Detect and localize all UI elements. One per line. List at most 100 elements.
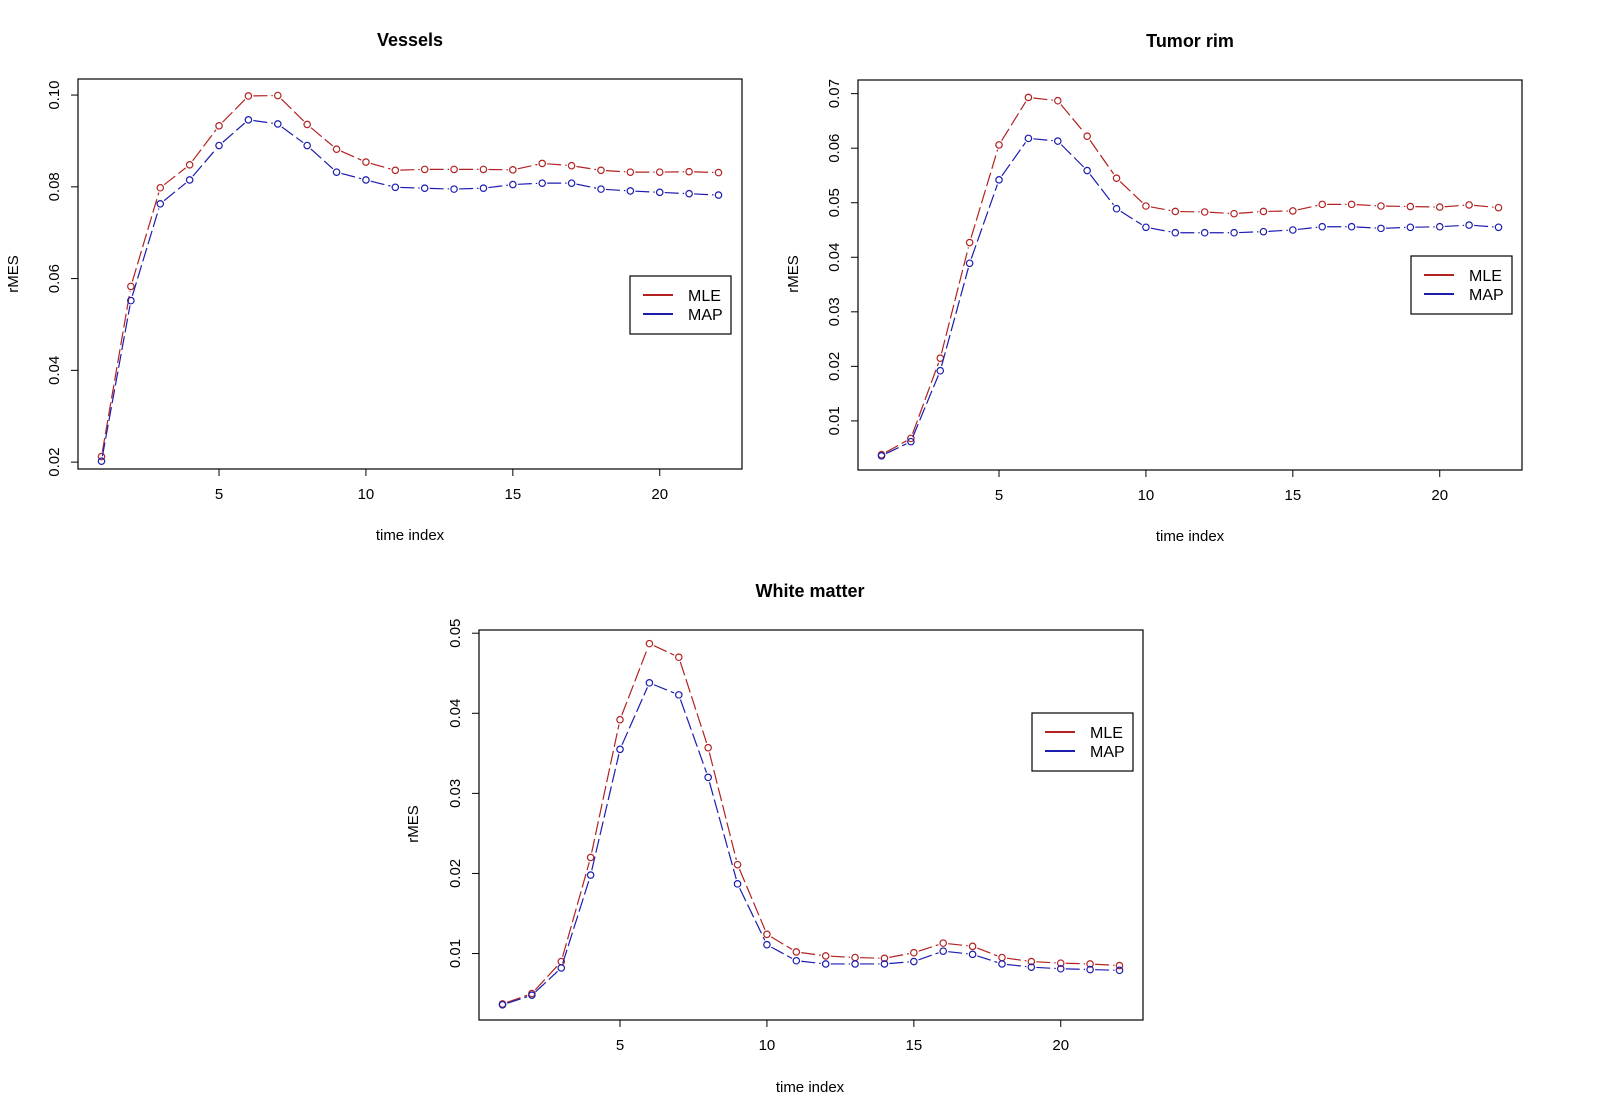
series-line-segment [635,190,655,193]
data-point [704,773,712,782]
data-point [479,165,488,174]
series-line-segment [889,953,910,958]
data-point [1053,137,1062,145]
series-line-segment [1474,204,1494,208]
data-point [538,179,547,187]
series-line-segment [1089,139,1115,175]
series-line-segment [1119,181,1143,203]
x-tick-label: 20 [1052,1037,1069,1054]
data-point [1377,224,1385,233]
data-point [907,437,915,446]
data-point [1318,222,1327,231]
data-point [1056,964,1065,973]
data-point [936,366,945,375]
data-point [939,939,948,947]
data-point [1435,222,1444,231]
x-tick-label: 10 [358,486,375,503]
series-line-segment [912,375,939,438]
data-point [1053,96,1062,105]
data-point [995,176,1003,184]
data-point [1289,226,1297,234]
series-line-segment [708,752,737,860]
data-point [273,91,282,100]
data-point [998,953,1006,962]
series-line-segment [653,684,675,694]
data-point [479,184,488,193]
data-point [995,141,1003,149]
series-line-segment [1065,962,1086,965]
chart-title: Tumor rim [1146,31,1234,51]
series-line-segment [310,148,334,170]
y-tick-label: 0.03 [826,297,843,326]
y-tick-label: 0.05 [447,619,464,648]
series-line-segment [1150,206,1171,212]
series-line-segment [1033,97,1053,101]
y-tick-label: 0.02 [46,448,63,477]
series-line-segment [1089,174,1114,206]
data-point [498,1000,507,1009]
series-line-segment [400,168,420,171]
data-point [509,166,517,174]
data-point [1465,201,1473,209]
data-point [877,452,886,460]
series-line-segment [605,170,626,173]
data-point [303,120,311,129]
series-line-segment [918,944,939,952]
series-line-segment [131,208,160,297]
series-line-segment [1239,231,1259,234]
data-point [1435,203,1444,211]
data-point [821,952,830,960]
data-point [244,92,253,100]
series-line-segment [591,724,620,853]
x-tick-label: 15 [1284,487,1301,504]
series-line-segment [1385,226,1406,229]
data-point [998,960,1006,968]
data-point [714,168,723,177]
series-line-segment [1297,204,1318,211]
legend-label: MLE [1469,268,1502,285]
series-line-segment [708,782,737,880]
data-point [792,956,801,965]
data-point [1494,203,1503,212]
x-tick-label: 5 [995,487,1003,504]
data-point [851,953,859,962]
legend: MLE MAP [1410,255,1513,315]
data-point [567,161,576,170]
y-tick-label: 0.01 [826,406,843,435]
y-tick-label: 0.10 [46,80,63,109]
series-line-segment [653,645,675,656]
data-point [557,964,566,972]
series-line-segment [1095,963,1115,966]
data-point [1347,222,1356,231]
data-point [1083,132,1091,140]
series-line-segment [576,165,597,171]
y-tick-label: 0.01 [447,939,464,968]
data-point [1083,166,1091,175]
data-point [1259,207,1268,216]
series-line-segment [222,99,246,123]
y-tick-label: 0.02 [826,352,843,381]
series-line-segment [918,952,939,961]
series-line-segment [280,98,305,122]
plot-area: 5 10 15 20 0.02 0.04 0.06 0.08 0.10 [46,78,743,503]
data-point [1027,957,1036,966]
data-point [792,948,801,956]
series-map [498,679,1124,1009]
series-line-segment [1356,226,1377,229]
series-line-segment [605,188,626,192]
series-mle [97,91,723,461]
y-axis-label: rMES [405,805,422,843]
x-tick-label: 10 [759,1037,776,1054]
series-line-segment [1036,961,1056,964]
series-line-segment [738,869,766,930]
series-line-segment [400,186,420,189]
data-point [965,259,974,268]
series-line-segment [517,182,538,185]
series-line-segment [562,879,590,964]
data-point [645,639,654,648]
series-line-segment [253,119,273,124]
y-tick-label: 0.04 [826,243,843,272]
legend-label: MAP [1469,287,1504,304]
data-point [1112,204,1121,213]
data-point [567,179,576,187]
